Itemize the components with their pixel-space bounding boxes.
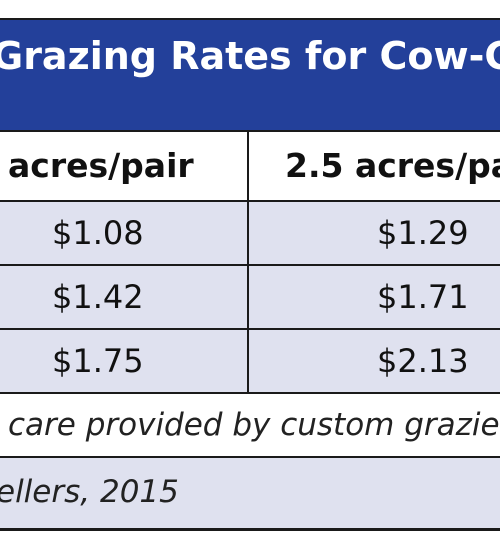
header-cell-acres-per-pair: acres/pair [8,146,194,185]
table-header-row: acres/pair 2.5 acres/pa [0,132,500,202]
source-text: ellers, 2015 [0,474,179,510]
table-title: Grazing Rates for Cow-Ca [0,34,500,78]
table-cell: $1.75 [52,342,144,380]
table-cell: $1.71 [377,278,469,316]
header-cell-2-5-acres-per-pair: 2.5 acres/pa [285,146,500,185]
table-cell: $1.29 [377,214,469,252]
source-row: ellers, 2015 [0,458,500,528]
table-bottom-rule [0,528,500,531]
table-title-bar: Grazing Rates for Cow-Ca [0,18,500,132]
footnote-text: care provided by custom grazier [8,407,500,443]
footnote-row: care provided by custom grazier [0,394,500,458]
column-divider [247,132,249,394]
table-row: $1.08 $1.29 [0,202,500,266]
table-cell: $2.13 [377,342,469,380]
table-row: $1.75 $2.13 [0,330,500,394]
table-cell: $1.08 [52,214,144,252]
table-cell: $1.42 [52,278,144,316]
table-row: $1.42 $1.71 [0,266,500,330]
